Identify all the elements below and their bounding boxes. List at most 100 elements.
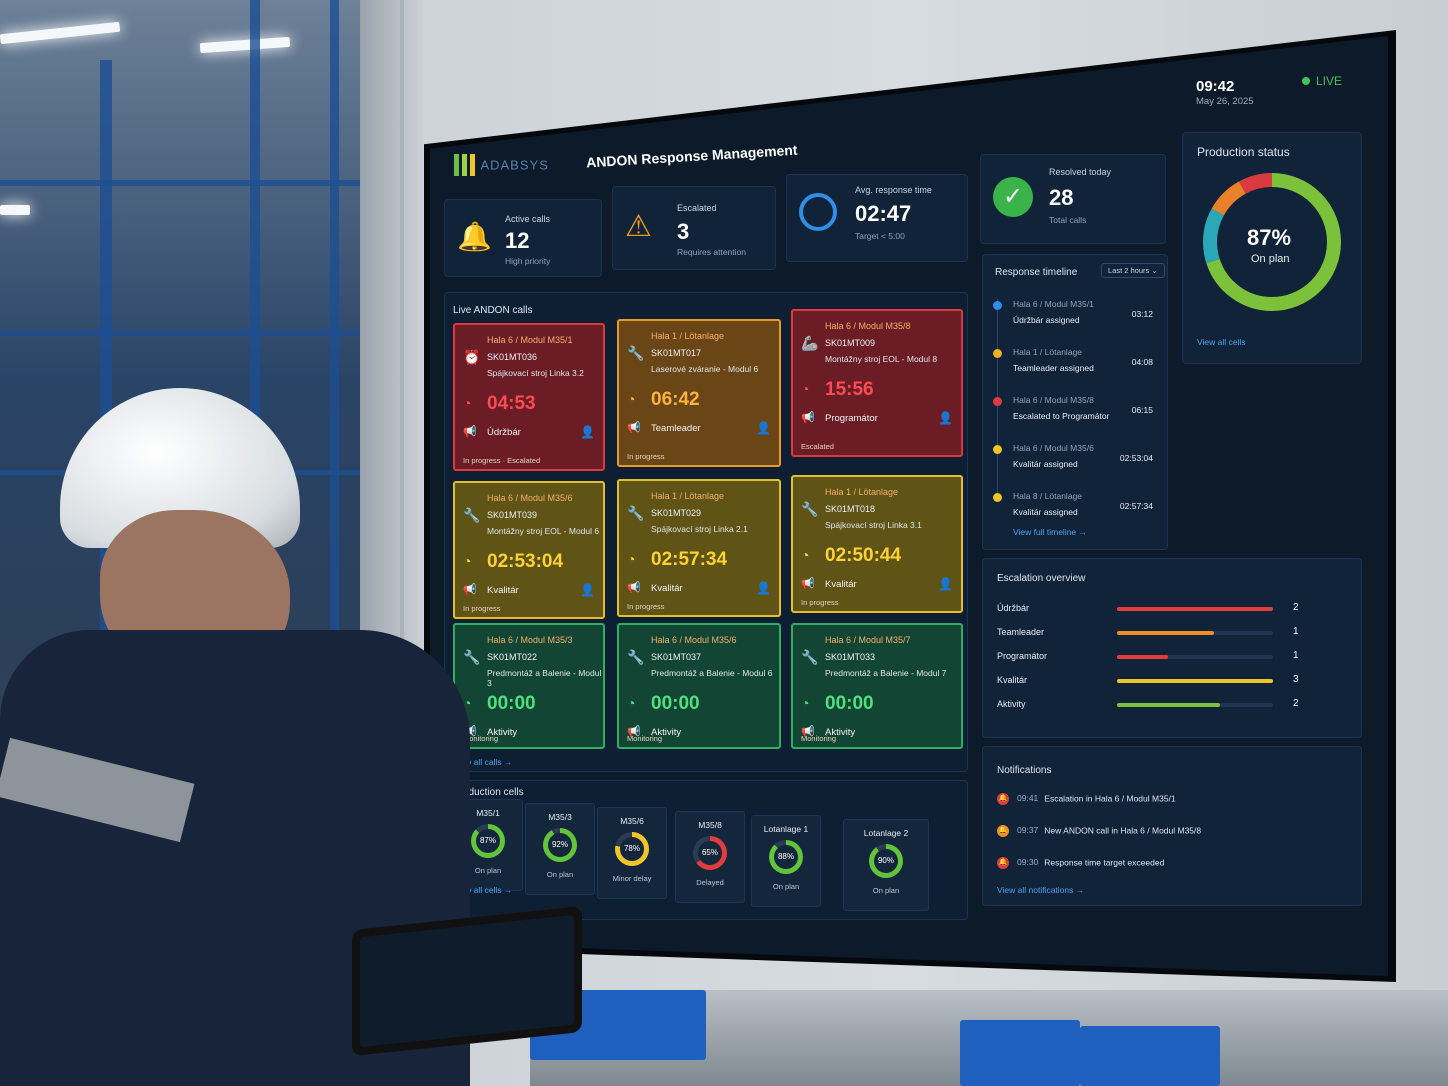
escalation-bar — [1117, 655, 1273, 659]
kpi-sub: Requires attention — [677, 247, 746, 257]
timer-icon: ◔ — [627, 551, 636, 567]
notification-item[interactable]: 🔔 09:30 Response time target exceeded — [997, 857, 1164, 869]
notification-text: New ANDON call in Hala 6 / Modul M35/8 — [1044, 825, 1202, 836]
card-location: Hala 1 / Lötanlage — [651, 491, 725, 501]
view-all-calls-link[interactable]: View all calls → — [453, 757, 513, 767]
escalation-bar-fill — [1117, 703, 1220, 707]
card-location: Hala 6 / Modul M35/6 — [487, 493, 573, 503]
cell-percent: 78% — [620, 837, 644, 861]
chevron-down-icon: ⌄ — [1151, 266, 1158, 275]
megaphone-icon: 📢 — [801, 726, 815, 738]
cell-name: M35/6 — [620, 816, 644, 826]
person-icon: 👤 — [580, 425, 595, 439]
card-status: Monitoring — [463, 734, 499, 743]
timeline-event: Teamleader assigned — [1013, 363, 1094, 373]
donut-percent: 87% — [1247, 225, 1292, 250]
cell-percent: 92% — [548, 833, 572, 857]
person-icon: 👤 — [938, 577, 953, 591]
cell-name: Lotanlage 2 — [863, 828, 909, 838]
timer-icon: ◔ — [801, 547, 810, 563]
timeline-location: Hala 6 / Modul M35/1 — [1013, 299, 1094, 309]
card-status: Escalated — [801, 442, 834, 451]
cell-percent: 65% — [698, 841, 722, 865]
kpi-value: 02:47 — [855, 201, 912, 226]
escalation-bar — [1117, 607, 1273, 611]
view-all-cells-link[interactable]: View all cells — [1197, 337, 1246, 347]
production-cell-gauge[interactable]: M35/8 65% Delayed — [675, 811, 745, 903]
cell-status: On plan — [872, 886, 900, 895]
kpi-sub: Total calls — [1049, 215, 1087, 225]
andon-call-card[interactable]: 🦾 Hala 6 / Modul M35/8 SK01MT009 Montážny s… — [791, 309, 963, 457]
megaphone-icon: 📢 — [627, 726, 641, 738]
cell-progress-ring: 92% — [543, 828, 577, 862]
card-status: In progress — [463, 604, 501, 613]
production-donut — [1203, 173, 1341, 311]
production-cell-gauge[interactable]: M35/6 78% Minor delay — [597, 807, 667, 899]
wrench-icon: 🔧 — [801, 649, 819, 665]
view-full-timeline-link[interactable]: View full timeline → — [1013, 527, 1088, 537]
timeline-location: Hala 8 / Lötanlage — [1013, 491, 1082, 501]
timeline-duration: 02:53:04 — [1119, 453, 1153, 463]
andon-call-card[interactable]: ⏰ Hala 6 / Modul M35/1 SK01MT036 Spájkovací… — [453, 323, 605, 471]
production-cell-gauge[interactable]: Lotanlage 2 90% On plan — [843, 819, 929, 911]
person-icon: 👤 — [580, 583, 595, 597]
production-cell-gauge[interactable]: Lotanlage 1 88% On plan — [751, 815, 821, 907]
card-machine-code: SK01MT039 — [487, 510, 538, 520]
andon-call-card[interactable]: 🔧 Hala 6 / Modul M35/7 SK01MT033 Predmontáž… — [791, 623, 963, 749]
kpi-label: Resolved today — [1049, 167, 1112, 177]
escalation-bar-fill — [1117, 655, 1169, 659]
timeline-dot — [993, 493, 1002, 502]
warning-icon: ⚠ — [625, 210, 652, 243]
notification-time: 09:37 — [1017, 825, 1039, 836]
view-all-cells-link[interactable]: View all cells → — [453, 885, 513, 895]
kpi-escalated: ⚠ Escalated 3 Requires attention — [612, 186, 776, 270]
person-icon: 👤 — [756, 581, 771, 595]
timeline-location: Hala 6 / Modul M35/8 — [1013, 395, 1094, 405]
notification-time: 09:30 — [1017, 857, 1039, 868]
card-location: Hala 6 / Modul M35/8 — [825, 321, 911, 331]
cell-progress-ring: 65% — [693, 836, 727, 870]
andon-call-card[interactable]: 🔧 Hala 1 / Lötanlage SK01MT017 Laserové zvá… — [617, 319, 781, 467]
cell-status: On plan — [546, 870, 574, 879]
card-machine-code: SK01MT022 — [487, 652, 538, 662]
timeline-range-select[interactable]: Last 2 hours ⌄ — [1101, 263, 1165, 278]
escalation-bar — [1117, 703, 1273, 707]
view-all-notifications-link[interactable]: View all notifications → — [997, 885, 1085, 895]
timeline-event: Kvalitár assigned — [1013, 507, 1078, 517]
card-location: Hala 6 / Modul M35/6 — [651, 635, 737, 645]
escalation-bar-fill — [1117, 607, 1273, 611]
timer-icon: ◔ — [463, 695, 472, 711]
kpi-active-calls: 🔔 Active calls 12 High priority — [444, 199, 602, 277]
andon-call-card[interactable]: 🔧 Hala 6 / Modul M35/6 SK01MT037 Predmontáž… — [617, 623, 781, 749]
wrench-icon: 🔧 — [627, 505, 645, 521]
notification-item[interactable]: 🔔 09:37 New ANDON call in Hala 6 / Modul M… — [997, 825, 1201, 837]
escalation-bar — [1117, 631, 1273, 635]
timer-icon: ◔ — [627, 695, 636, 711]
card-status: In progress — [627, 602, 665, 611]
timer-icon: ◔ — [463, 553, 472, 569]
production-cell-gauge[interactable]: M35/3 92% On plan — [525, 803, 595, 895]
wrench-icon: 🔧 — [627, 649, 645, 665]
timeline-event: Údržbár assigned — [1013, 315, 1080, 325]
card-description: Spájkovací stroj Linka 3.2 — [487, 368, 584, 378]
timeline-dot — [993, 445, 1002, 454]
escalation-bar-fill — [1117, 679, 1273, 683]
andon-call-card[interactable]: 🔧 Hala 1 / Lötanlage SK01MT029 Spájkovací s… — [617, 479, 781, 617]
escalation-count: 2 — [1293, 602, 1299, 613]
timer-icon: ◔ — [801, 381, 810, 397]
megaphone-icon: 📢 — [801, 578, 815, 590]
escalation-count: 2 — [1293, 698, 1299, 709]
bell-icon: 🔔 — [457, 221, 492, 252]
escalation-count: 3 — [1293, 674, 1299, 685]
card-machine-code: SK01MT009 — [825, 338, 876, 348]
timeline-location: Hala 6 / Modul M35/6 — [1013, 443, 1094, 453]
section-title: Production cells — [453, 787, 524, 798]
clock-time: 09:42 — [1196, 78, 1235, 95]
andon-call-card[interactable]: 🔧 Hala 6 / Modul M35/3 SK01MT022 Predmontáž… — [453, 623, 605, 749]
notification-item[interactable]: 🔔 09:41 Escalation in Hala 6 / Modul M35/1 — [997, 793, 1176, 805]
escalation-overview-panel: Escalation overview Údržbár 2 Teamleader 1 P… — [982, 558, 1362, 738]
cell-status: Delayed — [696, 878, 724, 887]
panel-title: Escalation overview — [997, 573, 1086, 584]
andon-call-card[interactable]: 🔧 Hala 6 / Modul M35/6 SK01MT039 Montážny s… — [453, 481, 605, 619]
andon-call-card[interactable]: 🔧 Hala 1 / Lötanlage SK01MT018 Spájkovací s… — [791, 475, 963, 613]
